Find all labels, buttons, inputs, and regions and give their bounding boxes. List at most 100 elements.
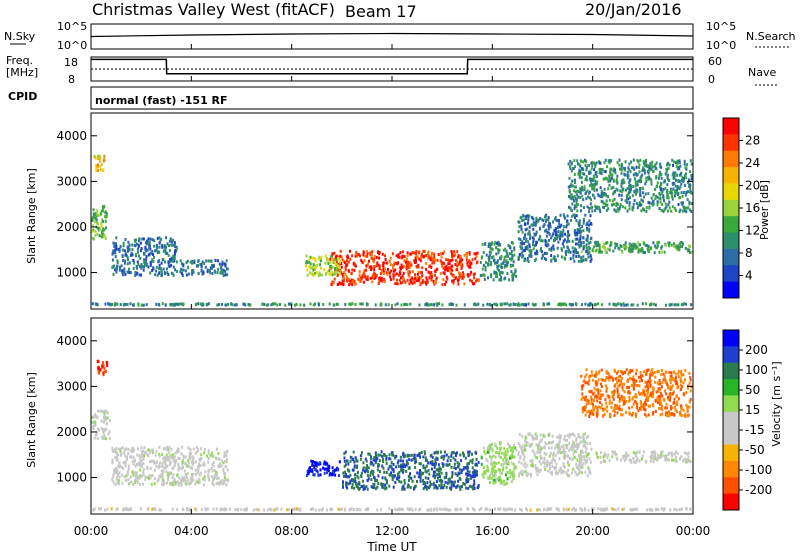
- heatmap-cell-2: [118, 247, 121, 251]
- heatmap-cell-4: [338, 262, 341, 266]
- heatmap-cell-5: [492, 481, 495, 485]
- heatmap-cell-4: [353, 486, 356, 490]
- heatmap-cell-8: [631, 377, 634, 381]
- heatmap-cell-6: [531, 434, 534, 438]
- heatmap-cell-2: [122, 241, 125, 245]
- heatmap-cell-2: [172, 254, 175, 258]
- heatmap-cell-2: [134, 478, 136, 482]
- heatmap-cell-8: [612, 397, 615, 401]
- heatmap-cell-9: [588, 206, 591, 210]
- heatmap-cell-8: [665, 406, 668, 410]
- heatmap-cell-4: [370, 469, 373, 473]
- heatmap-cell-6: [579, 452, 582, 456]
- heatmap-cell-9: [636, 206, 639, 210]
- heatmap-cell-4: [402, 453, 405, 457]
- heatmap-cell-4: [470, 261, 473, 265]
- heatmap-cell-1: [102, 205, 105, 208]
- heatmap-cell-6: [528, 443, 531, 447]
- heatmap-cell-2: [138, 244, 140, 248]
- power-cbar-label: Power [dB]: [758, 180, 771, 240]
- heatmap-cell-8: [621, 408, 623, 412]
- heatmap-cell-9: [583, 206, 585, 210]
- heatmap-cell-8: [612, 394, 615, 398]
- heatmap-cell-9: [675, 165, 678, 168]
- heatmap-cell-6: [589, 460, 592, 464]
- heatmap-cell-8: [587, 399, 590, 403]
- heatmap-cell-8: [685, 403, 688, 407]
- heatmap-cell-9: [633, 199, 636, 202]
- heatmap-cell-8: [688, 248, 691, 252]
- heatmap-cell-6: [510, 250, 513, 253]
- heatmap-cell-2: [140, 474, 143, 478]
- heatmap-cell-9: [605, 194, 608, 198]
- heatmap-cell-5: [329, 260, 332, 264]
- heatmap-cell-8: [645, 398, 648, 402]
- heatmap-cell-2: [188, 456, 191, 460]
- heatmap-cell-1: [91, 416, 94, 420]
- heatmap-cell-4: [454, 480, 456, 484]
- heatmap-cell-8: [618, 404, 621, 408]
- heatmap-cell-2: [127, 448, 130, 451]
- heatmap-cell-10: [217, 303, 220, 306]
- heatmap-cell-8: [585, 402, 588, 406]
- heatmap-cell-5: [512, 470, 515, 474]
- heatmap-cell-9: [578, 175, 581, 179]
- heatmap-cell-2: [160, 237, 163, 241]
- heatmap-cell-8: [661, 394, 664, 398]
- heatmap-cell-4: [352, 468, 355, 472]
- heatmap-cell-9: [608, 183, 611, 187]
- heatmap-cell-2: [127, 247, 130, 251]
- heatmap-cell-2: [166, 242, 169, 246]
- heatmap-cell-6: [506, 261, 509, 264]
- heatmap-cell-2: [197, 467, 200, 470]
- heatmap-cell-7: [627, 453, 630, 457]
- heatmap-cell-9: [600, 189, 603, 193]
- heatmap-cell-4: [432, 481, 435, 485]
- heatmap-cell-4: [448, 477, 451, 481]
- heatmap-cell-8: [599, 382, 602, 386]
- heatmap-cell-6: [543, 458, 546, 462]
- heatmap-cell-6: [563, 454, 566, 458]
- heatmap-cell-3: [307, 470, 310, 474]
- heatmap-cell-9: [649, 177, 652, 181]
- heatmap-cell-9: [621, 162, 623, 166]
- heatmap-cell-10: [601, 303, 604, 307]
- heatmap-cell-9: [659, 188, 662, 192]
- heatmap-cell-10: [597, 302, 599, 306]
- heatmap-cell-2: [202, 463, 205, 467]
- heatmap-cell-4: [370, 252, 373, 256]
- heatmap-cell-7: [580, 240, 583, 244]
- heatmap-cell-10: [248, 303, 251, 307]
- colorbar-segment: [723, 183, 739, 201]
- heatmap-cell-9: [658, 173, 661, 177]
- heatmap-cell-7: [550, 236, 553, 240]
- colorbar-tick-label: 20: [745, 179, 760, 193]
- heatmap-cell-9: [683, 177, 685, 181]
- heatmap-cell-4: [447, 478, 450, 482]
- heatmap-cell-9: [607, 179, 610, 183]
- heatmap-cell-7: [553, 255, 556, 259]
- heatmap-cell-4: [374, 276, 377, 279]
- heatmap-cell-5: [305, 254, 308, 258]
- heatmap-cell-9: [638, 179, 641, 183]
- heatmap-cell-9: [576, 198, 578, 202]
- heatmap-cell-7: [575, 251, 578, 255]
- heatmap-cell-9: [647, 171, 650, 175]
- heatmap-cell-7: [588, 223, 590, 227]
- heatmap-cell-5: [339, 272, 341, 276]
- heatmap-cell-2: [117, 453, 120, 457]
- heatmap-cell-8: [617, 246, 620, 250]
- heatmap-cell-9: [584, 163, 587, 167]
- heatmap-cell-4: [450, 485, 453, 489]
- heatmap-cell-8: [618, 407, 621, 411]
- heatmap-cell-2: [117, 247, 120, 251]
- heatmap-cell-3: [327, 469, 330, 473]
- heatmap-cell-8: [604, 246, 607, 250]
- heatmap-cell-4: [363, 259, 366, 263]
- heatmap-cell-6: [556, 451, 559, 455]
- heatmap-cell-7: [519, 216, 522, 220]
- heatmap-cell-9: [616, 181, 619, 185]
- heatmap-cell-2: [127, 452, 130, 456]
- heatmap-cell-2: [124, 253, 127, 257]
- heatmap-cell-6: [482, 263, 485, 267]
